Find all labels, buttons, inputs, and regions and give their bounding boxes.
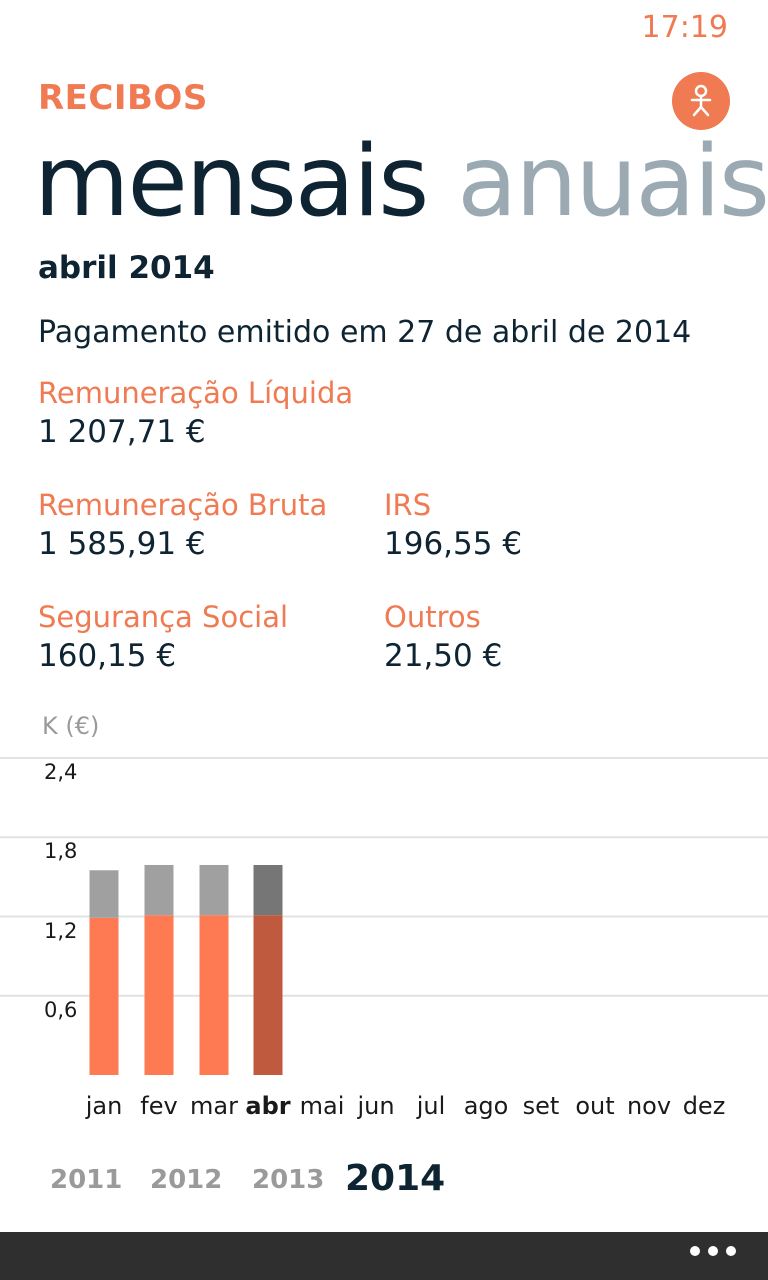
- net-pay-value: 1 207,71 €: [38, 414, 206, 450]
- gross-pay-field: Remuneração Bruta 1 585,91 €: [38, 488, 327, 562]
- pivot-tab-anuais[interactable]: anuais: [457, 125, 768, 239]
- irs-field: IRS 196,55 €: [384, 488, 522, 562]
- pivot-tab-mensais[interactable]: mensais: [34, 125, 429, 239]
- month-label-fev[interactable]: fev: [140, 1092, 178, 1120]
- bar-deductions-jan[interactable]: [89, 870, 119, 918]
- month-label-out[interactable]: out: [575, 1092, 615, 1120]
- others-field: Outros 21,50 €: [384, 600, 502, 674]
- y-tick-label: 1,2: [44, 918, 78, 943]
- month-label-ago[interactable]: ago: [463, 1092, 509, 1120]
- bar-net-mar[interactable]: [199, 915, 229, 1075]
- y-tick-label: 2,4: [44, 760, 78, 784]
- bar-net-jan[interactable]: [89, 917, 119, 1075]
- payment-date-text: Pagamento emitido em 27 de abril de 2014: [38, 315, 692, 350]
- social-security-label: Segurança Social: [38, 600, 289, 634]
- y-tick-label: 0,6: [44, 997, 78, 1022]
- person-icon: [690, 84, 712, 117]
- net-pay-label: Remuneração Líquida: [38, 376, 354, 410]
- irs-label: IRS: [384, 488, 432, 522]
- irs-value: 196,55 €: [384, 526, 523, 562]
- gross-pay-label: Remuneração Bruta: [38, 488, 328, 522]
- bar-deductions-mar[interactable]: [199, 864, 229, 916]
- year-2012[interactable]: 2012: [150, 1165, 223, 1195]
- chart-y-unit: K (€): [42, 712, 100, 740]
- others-value: 21,50 €: [384, 638, 503, 674]
- others-label: Outros: [384, 600, 481, 634]
- app-bar: [0, 1232, 768, 1280]
- month-label-jul[interactable]: jul: [416, 1092, 446, 1120]
- gridline: [0, 994, 768, 997]
- gridline: [0, 915, 768, 918]
- bar-deductions-abr[interactable]: [253, 864, 283, 916]
- monthly-chart: [0, 757, 768, 1075]
- gridline: [0, 757, 768, 759]
- month-label-set[interactable]: set: [522, 1092, 560, 1120]
- gridline: [0, 836, 768, 839]
- bar-net-abr[interactable]: [253, 915, 283, 1075]
- month-label-nov[interactable]: nov: [626, 1092, 672, 1120]
- status-time: 17:19: [641, 10, 728, 45]
- year-2013[interactable]: 2013: [252, 1165, 325, 1195]
- app-title: RECIBOS: [38, 78, 208, 118]
- bar-deductions-fev[interactable]: [144, 864, 174, 916]
- profile-button[interactable]: [672, 72, 730, 130]
- month-label-dez[interactable]: dez: [682, 1092, 726, 1120]
- net-pay-field: Remuneração Líquida 1 207,71 €: [38, 376, 353, 450]
- social-security-field: Segurança Social 160,15 €: [38, 600, 288, 674]
- ellipsis-icon[interactable]: [690, 1246, 736, 1256]
- y-tick-label: 1,8: [44, 839, 78, 864]
- month-label-mar[interactable]: mar: [190, 1092, 238, 1120]
- social-security-value: 160,15 €: [38, 638, 177, 674]
- month-label-jun[interactable]: jun: [357, 1092, 395, 1120]
- month-label-jan[interactable]: jan: [85, 1092, 123, 1120]
- month-label-mai[interactable]: mai: [299, 1092, 345, 1120]
- year-2011[interactable]: 2011: [50, 1165, 123, 1195]
- period-title: abril 2014: [38, 250, 215, 286]
- year-2014[interactable]: 2014: [345, 1158, 446, 1199]
- bar-net-fev[interactable]: [144, 915, 174, 1075]
- pivot-header: mensais anuais: [34, 125, 768, 239]
- month-label-abr[interactable]: abr: [245, 1092, 291, 1120]
- gross-pay-value: 1 585,91 €: [38, 526, 206, 562]
